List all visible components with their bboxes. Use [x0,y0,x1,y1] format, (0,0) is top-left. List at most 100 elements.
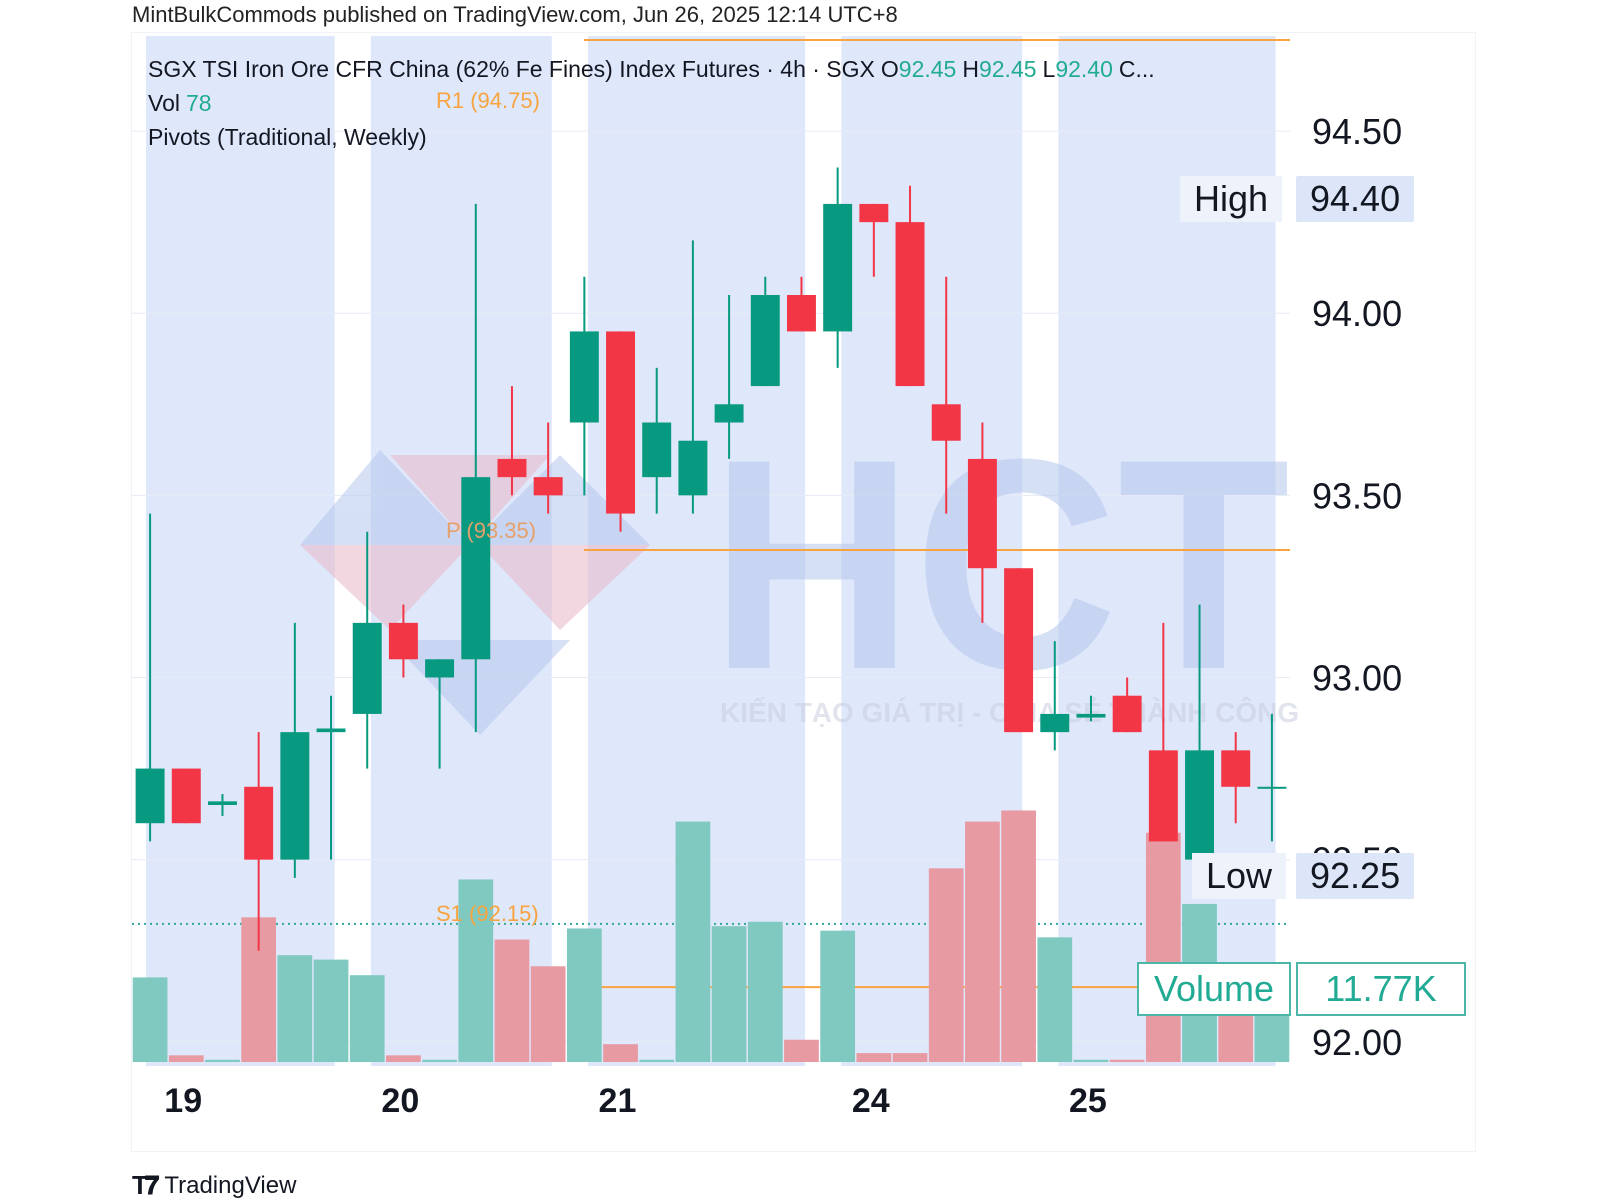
low-marker-label: Low [1192,853,1287,899]
candle-body [642,422,672,478]
candle-body [497,458,527,478]
volume-bar [603,1044,638,1062]
candle [461,203,491,733]
candle [931,276,961,514]
candle [316,695,346,860]
chart-legend: SGX TSI Iron Ore CFR China (62% Fe Fines… [148,52,1155,154]
legend-volume-row: Vol 78 [148,86,1155,120]
candle-body [461,477,491,660]
candle-body [714,404,744,423]
volume-bar [277,955,313,1062]
candle-body [569,331,599,423]
legend-high-value: 92.45 [978,56,1037,82]
high-marker-label: High [1180,176,1283,222]
candle-body [425,659,455,678]
candle [1112,677,1142,733]
candle [967,422,997,623]
candle [786,276,816,332]
candles [135,167,1287,951]
legend-low-value: 92.40 [1055,56,1113,82]
y-tick-label: 93.00 [1312,658,1402,699]
volume-bar [1145,832,1181,1062]
volume-bar [711,926,747,1062]
session-band [146,36,335,1066]
candle-body [931,404,961,441]
legend-vol-label: Vol [148,90,180,116]
legend-pivots-row: Pivots (Traditional, Weekly) [148,120,1155,154]
publisher-line: MintBulkCommods published on TradingView… [132,2,898,27]
x-tick-label: 25 [1069,1082,1107,1120]
legend-high-label: H [962,56,979,82]
volume-bar [1037,937,1073,1062]
volume-bar [494,939,530,1062]
volume-bar [422,1059,457,1062]
volume-bar [458,879,494,1062]
candle [388,604,418,678]
volume-bar [205,1059,240,1062]
watermark-layer: HCT KIẾN TẠO GIÁ TRỊ - CHIA SẺ THÀNH CÔN… [300,396,1299,735]
footer-brand-text: TradingView [164,1172,297,1199]
candle [1257,713,1287,842]
candle-body [678,440,708,496]
legend-open-label: O [880,56,899,82]
candle-body [1040,713,1070,733]
pivot-s1-label: S1 (92.15) [436,901,539,926]
candle [533,422,563,514]
candle [135,513,165,842]
y-tick-label: 93.50 [1312,475,1402,516]
volume-bar [856,1053,892,1062]
candle-body [244,786,274,860]
volume-bar [349,975,385,1062]
candle-body [823,203,853,332]
candle-body [171,768,201,824]
x-tick-label: 24 [852,1082,890,1120]
volume-bar [1001,810,1036,1062]
candle [606,331,636,532]
volume-bar [530,966,566,1062]
volume-bar [639,1059,675,1062]
candle [1221,732,1251,824]
volume-bar [747,921,783,1062]
candle-body [606,331,636,514]
candle-body [1185,750,1215,860]
legend-vol-value: 78 [185,90,212,116]
candle [171,768,201,824]
candle [678,240,708,514]
candle [823,167,853,368]
candle-body [786,295,816,332]
candle [244,732,274,951]
x-tick-label: 19 [164,1082,202,1120]
candle-body [1112,695,1142,733]
candle [352,531,382,769]
candle [569,276,599,496]
candle [1040,641,1070,751]
watermark-brand: HCT [710,396,1290,732]
candle-body [859,203,889,223]
volume-bar [784,1039,819,1062]
candle [497,386,527,496]
volume-bar [892,1053,928,1062]
x-tick-label: 21 [599,1082,637,1120]
footer-brand[interactable]: T𝟕 TradingView [132,1170,296,1202]
candle-body [750,295,780,387]
candle-body [388,622,418,660]
volume-bar [820,930,856,1062]
candle [1076,695,1106,722]
candle-body [1257,786,1287,789]
high-marker-value: 94.40 [1296,176,1415,222]
candle-body [967,458,997,569]
volume-bars [132,810,1290,1062]
candle-body [533,477,563,496]
candle-body [1221,750,1251,787]
candle-body [1004,568,1034,733]
candle [1148,622,1178,842]
volume-bar [965,821,1000,1062]
x-tick-label: 20 [381,1082,419,1120]
candle-body [280,732,310,860]
candle-body [1148,750,1178,842]
candle-body [207,801,237,805]
candle [1004,568,1034,733]
candle-body [352,622,382,714]
legend-open-value: 92.45 [898,56,957,82]
